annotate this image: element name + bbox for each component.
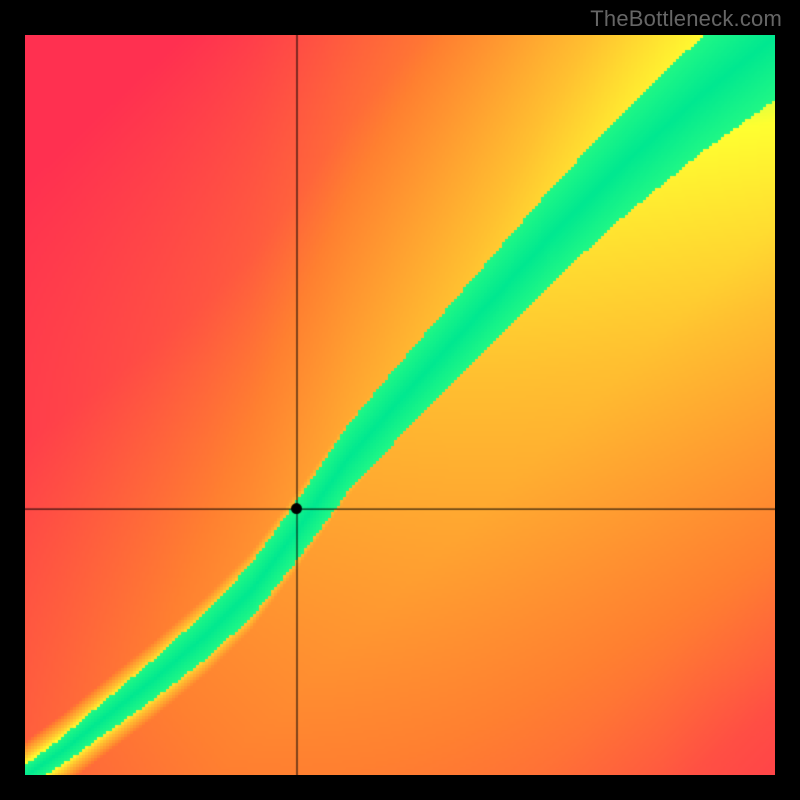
watermark-text: TheBottleneck.com <box>590 6 782 32</box>
bottleneck-heatmap <box>25 35 775 775</box>
chart-container: TheBottleneck.com <box>0 0 800 800</box>
